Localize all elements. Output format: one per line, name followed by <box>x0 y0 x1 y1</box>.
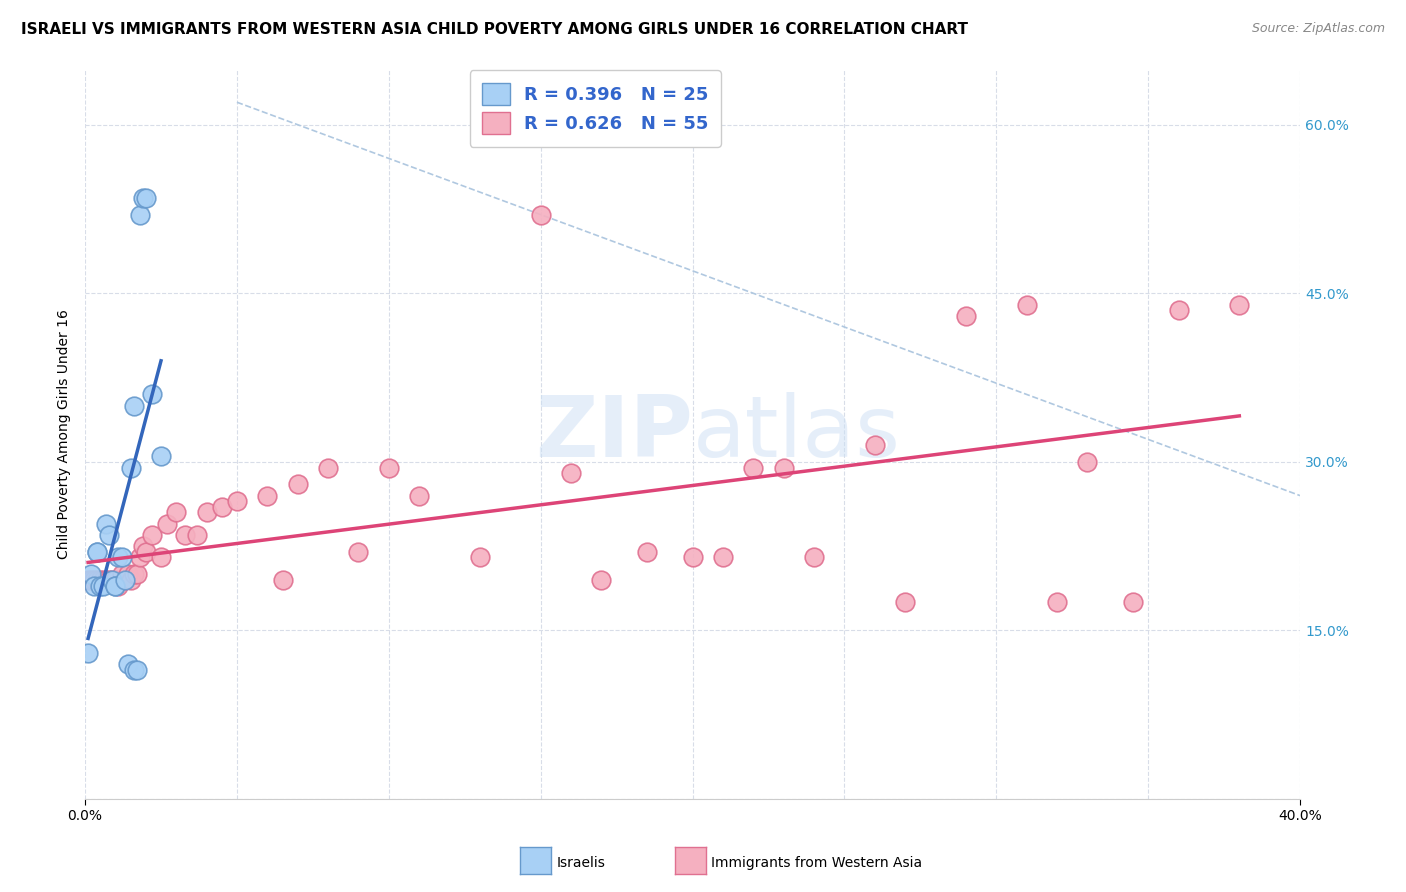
Point <box>80 567 103 582</box>
Point <box>141 528 163 542</box>
Point <box>86 573 108 587</box>
Text: Source: ZipAtlas.com: Source: ZipAtlas.com <box>1251 22 1385 36</box>
Point <box>98 528 121 542</box>
Point <box>107 578 129 592</box>
Text: Immigrants from Western Asia: Immigrants from Western Asia <box>711 856 922 871</box>
Point <box>150 450 173 464</box>
Point <box>104 573 127 587</box>
Point <box>316 460 339 475</box>
Point <box>98 573 121 587</box>
Text: atlas: atlas <box>693 392 901 475</box>
Point <box>117 657 139 672</box>
Point <box>104 578 127 592</box>
Point <box>128 208 150 222</box>
Point <box>156 516 179 531</box>
Point <box>803 550 825 565</box>
Point <box>77 573 100 587</box>
Point <box>122 399 145 413</box>
Point <box>89 578 111 592</box>
Text: Israelis: Israelis <box>557 856 606 871</box>
Point <box>120 460 142 475</box>
Point <box>91 578 114 592</box>
Point <box>772 460 794 475</box>
Point <box>271 573 294 587</box>
Point <box>135 545 157 559</box>
Point <box>863 438 886 452</box>
Point <box>107 550 129 565</box>
Point <box>110 550 132 565</box>
Point <box>636 545 658 559</box>
Point <box>186 528 208 542</box>
Y-axis label: Child Poverty Among Girls Under 16: Child Poverty Among Girls Under 16 <box>58 309 72 558</box>
Point <box>86 545 108 559</box>
Point <box>122 567 145 582</box>
Point <box>86 545 108 559</box>
Point <box>114 573 136 587</box>
Point <box>132 539 155 553</box>
Point <box>117 567 139 582</box>
Point <box>110 567 132 582</box>
Legend: R = 0.396   N = 25, R = 0.626   N = 55: R = 0.396 N = 25, R = 0.626 N = 55 <box>470 70 721 147</box>
Point <box>101 573 124 587</box>
Point <box>165 506 187 520</box>
Point <box>120 573 142 587</box>
Point <box>83 578 105 592</box>
Point <box>347 545 370 559</box>
Point <box>408 489 430 503</box>
Point <box>80 573 103 587</box>
Point <box>135 191 157 205</box>
Text: ISRAELI VS IMMIGRANTS FROM WESTERN ASIA CHILD POVERTY AMONG GIRLS UNDER 16 CORRE: ISRAELI VS IMMIGRANTS FROM WESTERN ASIA … <box>21 22 969 37</box>
Point <box>150 550 173 565</box>
Point <box>174 528 197 542</box>
Point <box>195 506 218 520</box>
Point <box>128 550 150 565</box>
Point <box>560 466 582 480</box>
Point <box>682 550 704 565</box>
Point <box>125 567 148 582</box>
Point <box>1167 303 1189 318</box>
Point <box>122 663 145 677</box>
Point <box>141 387 163 401</box>
Point <box>91 573 114 587</box>
Point <box>89 573 111 587</box>
Point <box>96 573 118 587</box>
Point <box>742 460 765 475</box>
Point <box>468 550 491 565</box>
Point <box>77 646 100 660</box>
Point <box>287 477 309 491</box>
Point <box>1227 297 1250 311</box>
Text: ZIP: ZIP <box>534 392 693 475</box>
Point <box>378 460 401 475</box>
Point <box>104 578 127 592</box>
Point <box>125 663 148 677</box>
Point <box>114 573 136 587</box>
Point <box>96 516 118 531</box>
Point <box>83 573 105 587</box>
Point <box>1015 297 1038 311</box>
Point <box>101 573 124 587</box>
Point <box>226 494 249 508</box>
Point <box>1076 455 1098 469</box>
Point <box>955 309 977 323</box>
Point <box>1122 595 1144 609</box>
Point <box>1046 595 1069 609</box>
Point <box>591 573 613 587</box>
Point <box>132 191 155 205</box>
Point <box>256 489 278 503</box>
Point <box>894 595 917 609</box>
Point <box>211 500 233 514</box>
Point <box>530 208 553 222</box>
Point <box>711 550 734 565</box>
